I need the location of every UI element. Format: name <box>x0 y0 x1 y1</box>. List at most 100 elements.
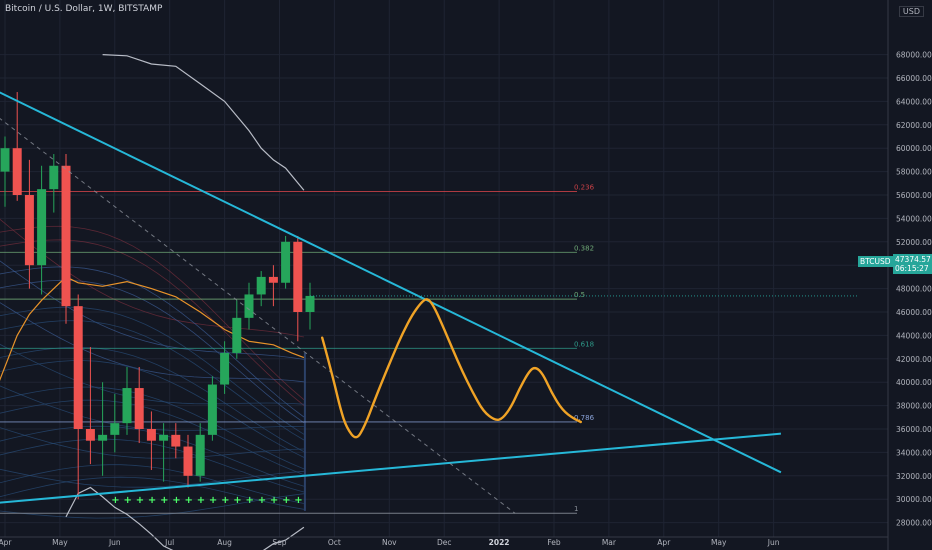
ribbon-line <box>0 320 305 441</box>
ma-ribbon <box>0 218 306 519</box>
time-tick-label: May <box>52 538 68 547</box>
ribbon-line <box>0 266 305 418</box>
candle-body <box>220 352 230 385</box>
candle-body <box>146 429 156 441</box>
candle-body <box>256 276 266 295</box>
fib-label: 0.5 <box>574 291 585 299</box>
time-tick-label: Mar <box>602 538 617 547</box>
time-tick-label: Apr <box>657 538 671 547</box>
ribbon-line <box>0 218 304 338</box>
price-tick-label: 30000.00 <box>896 495 932 504</box>
price-tick-label: 44000.00 <box>896 331 932 340</box>
ribbon-line <box>0 239 305 406</box>
price-tick-label: 48000.00 <box>896 285 932 294</box>
signal-marker: + <box>124 495 132 506</box>
candle-body <box>305 295 315 312</box>
signal-marker: + <box>294 495 302 506</box>
grid <box>0 0 888 537</box>
upper-band <box>102 54 305 191</box>
time-tick-label: Dec <box>437 538 452 547</box>
ribbon-line <box>0 385 304 431</box>
current-price-value: 47374.57 <box>895 255 931 264</box>
ribbon-line <box>0 306 305 435</box>
candle-body <box>61 165 71 307</box>
price-tick-label: 54000.00 <box>896 214 932 223</box>
candle-body <box>159 434 169 441</box>
candle-body <box>37 189 47 266</box>
candle-body <box>244 294 254 318</box>
price-tick-label: 42000.00 <box>896 355 932 364</box>
candle-body <box>207 384 217 435</box>
time-tick-label: Jun <box>108 538 121 547</box>
signal-marker: + <box>209 495 217 506</box>
ribbon-line <box>0 343 304 405</box>
lower-band-tail <box>262 526 305 550</box>
candle-body <box>268 276 278 283</box>
candle-body <box>98 434 108 441</box>
time-tick-label: Oct <box>328 538 341 547</box>
candle-body <box>293 241 303 312</box>
signal-marker: + <box>172 495 180 506</box>
ribbon-edge <box>303 352 306 511</box>
candle-body <box>110 423 120 435</box>
candle-body <box>183 446 193 476</box>
trend-line-ascending <box>0 432 782 504</box>
signal-marker: + <box>282 495 290 506</box>
time-tick-label: Sep <box>272 538 286 547</box>
trend-line-descending <box>0 91 782 474</box>
fib-label: 0.786 <box>574 414 595 422</box>
fib-label: 0.236 <box>574 183 595 191</box>
signal-marker: + <box>197 495 205 506</box>
candle-body <box>232 317 242 353</box>
signal-marker: + <box>246 495 254 506</box>
ribbon-line <box>0 476 304 510</box>
signal-marker: + <box>258 495 266 506</box>
projection <box>321 298 582 439</box>
signal-marker: + <box>136 495 144 506</box>
time-tick-label: May <box>711 538 727 547</box>
ribbon-line <box>0 279 305 424</box>
time-tick-label: Jul <box>164 538 174 547</box>
signal-marker: + <box>233 495 241 506</box>
candle-body <box>73 306 83 429</box>
fibonacci-levels: 0.236 0.382 0.5 0.618 0.786 1 <box>0 183 595 514</box>
price-tick-label: 46000.00 <box>896 308 932 317</box>
signal-marker: + <box>185 495 193 506</box>
projection-path <box>321 298 582 439</box>
ribbon-line <box>0 260 304 360</box>
candle-body <box>122 388 132 424</box>
price-tick-label: 38000.00 <box>896 402 932 411</box>
price-tick-label: 36000.00 <box>896 425 932 434</box>
candle-body <box>195 434 205 476</box>
price-tick-label: 60000.00 <box>896 144 932 153</box>
price-tick-label: 56000.00 <box>896 191 932 200</box>
candle-body <box>24 195 34 266</box>
ribbon-line <box>0 468 304 488</box>
candle-body <box>0 148 10 172</box>
candle-body <box>85 429 95 441</box>
bands <box>0 54 305 550</box>
ribbon-line <box>0 302 304 383</box>
time-tick-label: Jun <box>767 538 780 547</box>
price-tick-label: 40000.00 <box>896 378 932 387</box>
currency-label[interactable]: USD <box>898 6 924 17</box>
signal-marker: + <box>160 495 168 506</box>
chart-title: Bitcoin / U.S. Dollar, 1W, BITSTAMP <box>5 4 163 14</box>
signal-marker: + <box>270 495 278 506</box>
signal-marker: + <box>111 495 119 506</box>
candle-body <box>171 434 181 447</box>
candle-countdown: 06:15:27 <box>895 264 929 273</box>
time-tick-label: Feb <box>547 538 561 547</box>
fib-label: 0.382 <box>574 244 594 252</box>
ribbon-line <box>0 360 305 458</box>
symbol-tag: BTCUSD <box>858 256 893 267</box>
signal-marker: + <box>148 495 156 506</box>
trend-lines <box>0 91 858 514</box>
fib-label: 0.618 <box>574 340 594 348</box>
fib-label: 1 <box>574 505 578 513</box>
lower-band <box>65 486 174 550</box>
time-tick-label: 2022 <box>489 538 510 547</box>
price-tick-label: 64000.00 <box>896 97 932 106</box>
